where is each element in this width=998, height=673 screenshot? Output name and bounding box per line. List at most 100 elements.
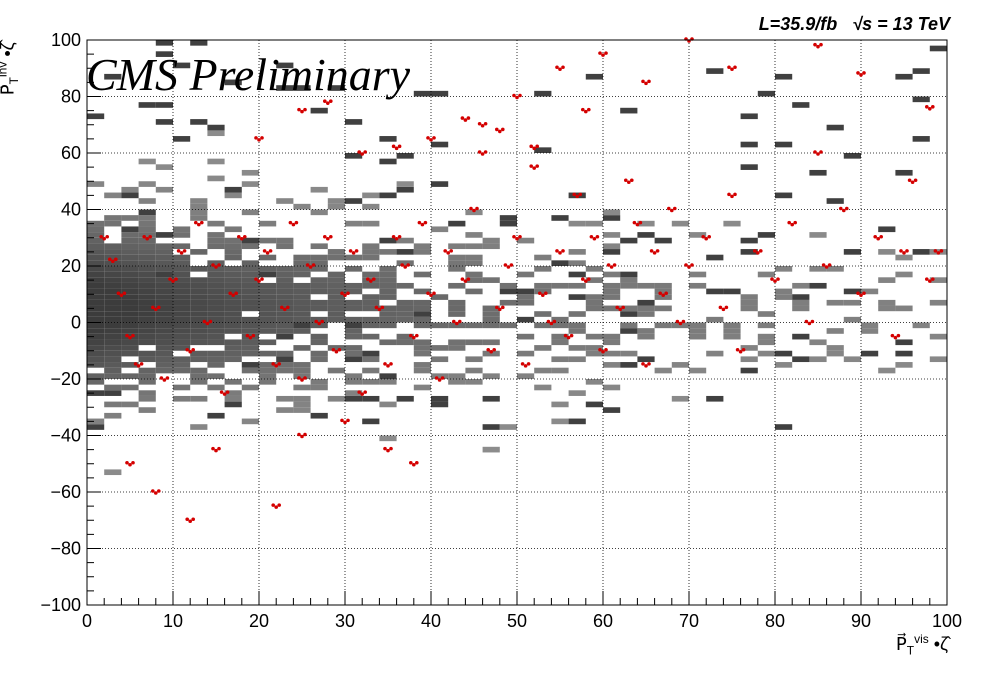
histogram-bin: [121, 271, 139, 278]
histogram-bin: [138, 294, 156, 300]
histogram-bin: [173, 136, 191, 142]
histogram-bin: [379, 288, 397, 295]
histogram-bin: [241, 316, 259, 323]
scatter-point: [119, 293, 124, 298]
scatter-point: [334, 349, 339, 354]
histogram-bin: [259, 254, 277, 261]
scatter-point: [859, 73, 863, 77]
histogram-bin: [87, 260, 105, 266]
histogram-bin: [826, 328, 844, 334]
histogram-bin: [138, 254, 156, 261]
scatter-point: [357, 150, 362, 154]
histogram-bin: [207, 373, 225, 379]
scatter-point: [845, 206, 849, 211]
histogram-bin: [173, 62, 191, 69]
histogram-bin: [603, 288, 621, 295]
histogram-bin: [706, 68, 724, 74]
histogram-bin: [190, 209, 208, 216]
histogram-bin: [792, 333, 810, 340]
histogram-bin: [138, 288, 156, 295]
histogram-bin: [345, 220, 363, 227]
scatter-point: [541, 293, 545, 298]
histogram-bin: [465, 254, 483, 261]
histogram-bin: [671, 322, 689, 329]
scatter-point: [305, 263, 310, 267]
histogram-bin: [413, 90, 431, 97]
histogram-bin: [207, 362, 225, 368]
histogram-bin: [104, 362, 122, 368]
histogram-bin: [207, 322, 225, 329]
histogram-bin: [224, 237, 242, 244]
scatter-point: [202, 319, 207, 324]
histogram-bin: [654, 367, 672, 374]
histogram-bin: [585, 73, 603, 80]
histogram-bin: [259, 316, 277, 323]
histogram-bin: [706, 316, 724, 323]
histogram-bin: [379, 158, 397, 165]
histogram-bin: [224, 395, 242, 402]
scatter-point: [741, 347, 746, 352]
scatter-point: [477, 121, 482, 126]
histogram-bin: [551, 260, 569, 266]
histogram-bin: [293, 373, 311, 379]
histogram-bin: [87, 328, 105, 334]
histogram-bin: [121, 249, 139, 255]
scatter-point: [890, 333, 895, 338]
scatter-point: [243, 234, 247, 239]
histogram-bin: [861, 328, 879, 334]
scatter-point: [214, 448, 218, 453]
scatter-point: [294, 220, 299, 225]
histogram-bin: [362, 305, 380, 312]
scatter-point: [260, 277, 264, 281]
histogram-bin: [465, 339, 483, 346]
histogram-bin: [585, 266, 603, 272]
histogram-bin: [259, 299, 277, 306]
histogram-bin: [895, 362, 913, 368]
scatter-point: [122, 291, 127, 296]
histogram-bin: [224, 390, 242, 396]
scatter-point: [475, 206, 479, 211]
histogram-bin: [482, 350, 500, 357]
scatter-point: [819, 150, 823, 154]
histogram-bin: [740, 367, 758, 374]
scatter-point: [412, 462, 416, 467]
scatter-points: [99, 37, 944, 524]
histogram-bin: [603, 282, 621, 289]
histogram-bin: [757, 90, 775, 97]
histogram-bin: [207, 288, 225, 295]
histogram-bin: [190, 215, 208, 221]
histogram-bin: [396, 181, 414, 187]
scatter-point: [675, 319, 680, 324]
histogram-bin: [293, 328, 311, 334]
scatter-point: [647, 362, 651, 366]
histogram-bin: [310, 288, 328, 295]
histogram-bin: [241, 282, 259, 289]
histogram-bin: [173, 322, 191, 329]
scatter-point: [346, 291, 350, 296]
histogram-bin: [362, 356, 380, 363]
histogram-bin: [224, 328, 242, 334]
scatter-point: [463, 279, 468, 283]
histogram-bin: [912, 68, 930, 74]
scatter-point: [369, 279, 373, 283]
scatter-point: [730, 67, 734, 72]
histogram-bin: [241, 350, 259, 357]
histogram-bin: [585, 305, 603, 312]
histogram-bin: [104, 305, 122, 312]
scatter-point: [816, 44, 820, 49]
histogram-bin: [826, 124, 844, 131]
histogram-bin: [534, 311, 552, 317]
histogram-bin: [413, 249, 431, 255]
histogram-bin: [276, 299, 294, 306]
scatter-point: [910, 180, 915, 185]
histogram-bin: [224, 271, 242, 278]
scatter-point: [931, 277, 935, 281]
histogram-bin: [757, 350, 775, 357]
histogram-bin: [259, 237, 277, 244]
histogram-bin: [396, 305, 414, 312]
histogram-bin: [138, 311, 156, 317]
scatter-point: [902, 251, 906, 255]
histogram-bin: [104, 288, 122, 295]
histogram-bin: [551, 333, 569, 340]
scatter-point: [862, 291, 866, 296]
